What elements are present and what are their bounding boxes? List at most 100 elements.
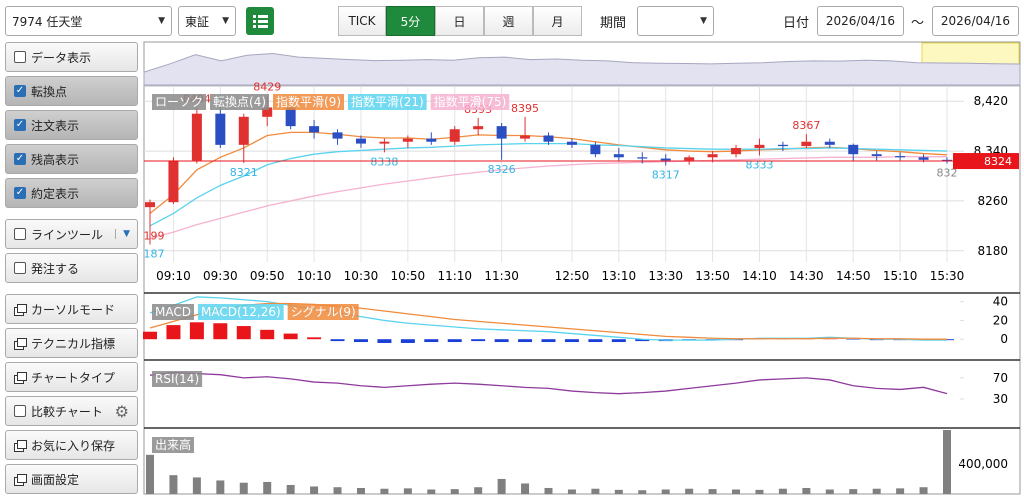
- legend-box: [197, 304, 284, 320]
- volume-bar: [849, 489, 858, 494]
- ema-line: [149, 131, 948, 214]
- sidebar-button[interactable]: ラインツール ▼: [5, 219, 138, 249]
- window-icon: [14, 337, 27, 350]
- volume-bar: [708, 489, 717, 494]
- volume-bar: [192, 477, 201, 494]
- last-price-label: 8324: [984, 155, 1012, 168]
- volume-bar: [356, 487, 365, 494]
- macd-histogram-bar: [729, 339, 744, 341]
- macd-histogram-bar: [471, 339, 486, 342]
- checkbox: [14, 405, 26, 417]
- turning-point-label: 8367: [792, 119, 820, 132]
- period-tab[interactable]: 5分: [386, 6, 435, 36]
- legend-label: 指数平滑(75): [434, 94, 507, 109]
- candle-body: [145, 202, 155, 208]
- macd-histogram-bar: [705, 339, 720, 341]
- candle-body: [871, 154, 882, 157]
- turning-point-label: 8338: [370, 155, 398, 168]
- candle-body: [590, 144, 601, 155]
- list-button[interactable]: [246, 7, 274, 35]
- sidebar-label: カーソルモード: [31, 302, 116, 317]
- volume-bar: [544, 487, 553, 494]
- x-tick-label: 15:30: [930, 269, 965, 283]
- legend-label: MACD: [155, 305, 191, 319]
- date-to[interactable]: 2026/04/16: [932, 6, 1019, 36]
- volume-bar: [825, 489, 834, 494]
- ema-line: [149, 156, 947, 239]
- legend-label: MACD(12,26): [201, 305, 281, 319]
- period-select[interactable]: ▼: [637, 6, 714, 36]
- volume-bar: [638, 490, 647, 494]
- legend-box: [348, 94, 427, 110]
- date-from[interactable]: 2026/04/16: [817, 6, 904, 36]
- volume-bar: [239, 482, 248, 494]
- candle-body: [426, 138, 437, 142]
- sidebar-button[interactable]: カーソルモード: [5, 294, 138, 324]
- y-tick-label: 0: [1000, 332, 1008, 346]
- symbol: 7974 任天堂: [12, 14, 83, 29]
- candle-body: [566, 141, 577, 145]
- macd-histogram-bar: [143, 331, 157, 340]
- sidebar-button[interactable]: 画面設定: [5, 464, 138, 494]
- macd-histogram-bar: [307, 337, 322, 340]
- volume-bar: [755, 489, 764, 494]
- sidebar-button[interactable]: ✓ 残高表示: [5, 144, 138, 174]
- x-tick-label: 13:50: [695, 269, 730, 283]
- legend-box: [152, 304, 194, 320]
- sidebar-button[interactable]: ✓ 約定表示: [5, 178, 138, 208]
- legend-box: [430, 94, 510, 110]
- sidebar-button[interactable]: お気に入り保存: [5, 430, 138, 460]
- y-tick-label: 8260: [977, 194, 1008, 208]
- macd-histogram-bar: [213, 323, 228, 340]
- sidebar-label: 転換点: [31, 84, 68, 99]
- candle-body: [379, 141, 390, 144]
- period-label: 期間: [600, 16, 627, 31]
- y-tick-label: 40: [993, 295, 1008, 309]
- sidebar-button[interactable]: 発注する: [5, 253, 138, 283]
- period-tab[interactable]: 日: [435, 6, 484, 36]
- candle-body: [613, 154, 624, 158]
- sidebar-label: 約定表示: [31, 186, 80, 201]
- macd-histogram-bar: [893, 339, 908, 341]
- volume-bar: [310, 486, 319, 494]
- candle-body: [637, 157, 648, 159]
- sidebar-label: お気に入り保存: [31, 438, 116, 453]
- x-tick-label: 13:30: [648, 269, 683, 283]
- date-label: 日付: [783, 16, 810, 31]
- candle-body: [355, 138, 366, 144]
- period-tab[interactable]: TICK: [338, 6, 386, 36]
- market-select[interactable]: 東証 ▼: [178, 6, 236, 36]
- sidebar-button[interactable]: ✓ 注文表示: [5, 110, 138, 140]
- candle-body: [895, 156, 906, 158]
- checkbox: ✓: [14, 85, 26, 97]
- sidebar-button[interactable]: データ表示: [5, 42, 138, 72]
- sidebar-button[interactable]: テクニカル指標: [5, 328, 138, 358]
- volume-bar: [802, 487, 811, 494]
- x-tick-label: 09:10: [156, 269, 191, 283]
- sidebar-label: テクニカル指標: [31, 336, 116, 351]
- x-tick-label: 10:50: [391, 269, 426, 283]
- turning-point-label: 8393: [464, 103, 492, 116]
- volume-bar: [403, 488, 412, 494]
- sidebar-button[interactable]: 比較チャート ⚙: [5, 396, 138, 426]
- volume-bar: [778, 488, 787, 494]
- period-tab[interactable]: 週: [484, 6, 533, 36]
- candle-body: [520, 135, 531, 139]
- period-tab[interactable]: 月: [533, 6, 582, 36]
- candle-body: [238, 116, 249, 145]
- sidebar-button[interactable]: チャートタイプ: [5, 362, 138, 392]
- sidebar-label: ラインツール: [31, 227, 104, 242]
- candle-body: [684, 157, 695, 161]
- checkbox: [14, 228, 26, 240]
- x-tick-label: 13:10: [602, 269, 637, 283]
- volume-bar: [919, 487, 928, 494]
- candle-body: [402, 138, 413, 142]
- macd-histogram-bar: [564, 339, 579, 343]
- sidebar-button[interactable]: ✓ 転換点: [5, 76, 138, 106]
- volume-bar: [896, 488, 905, 494]
- candle-body: [707, 154, 718, 158]
- market: 東証: [185, 14, 210, 29]
- symbol-select[interactable]: 7974 任天堂 ▼: [5, 6, 172, 36]
- y-tick-label: 8180: [977, 244, 1008, 258]
